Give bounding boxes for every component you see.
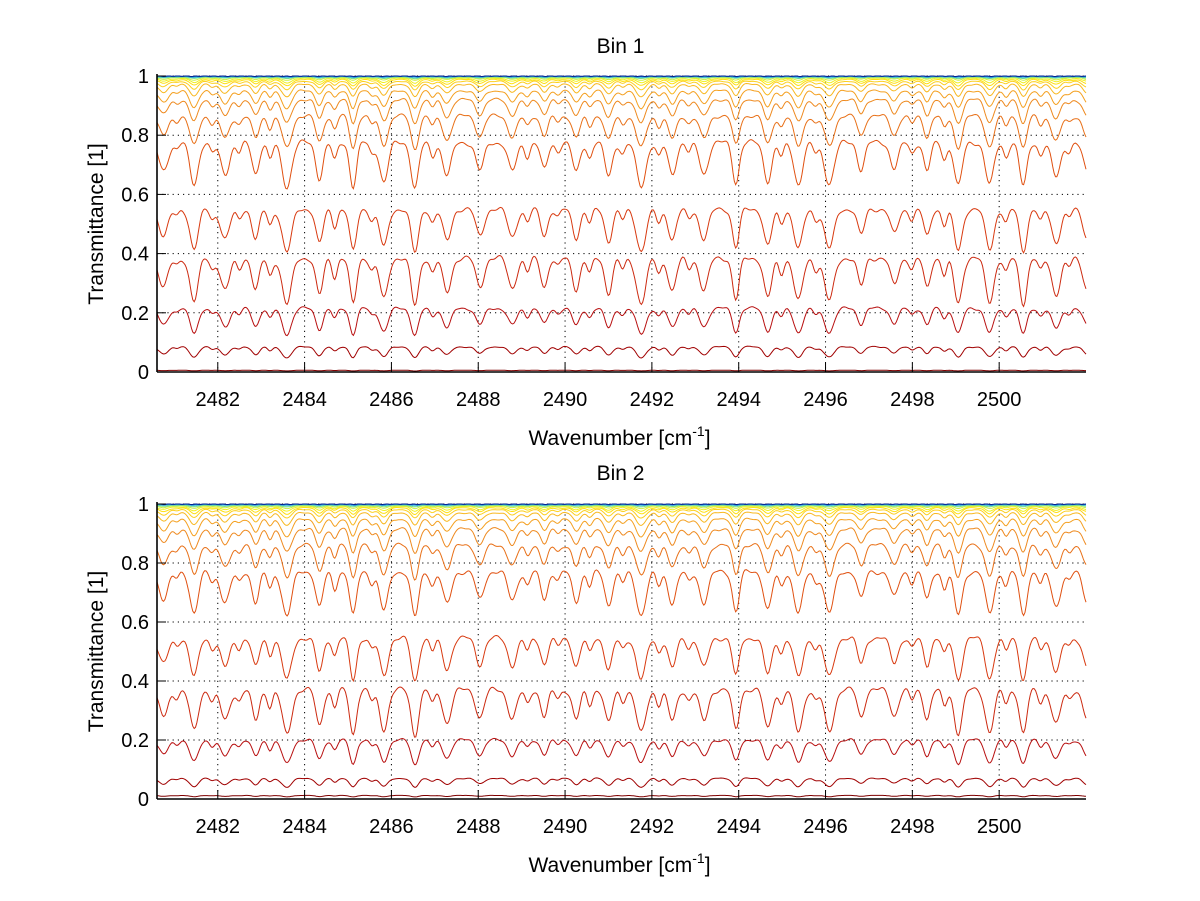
chart-title: Bin 2	[597, 462, 645, 485]
x-axis-label-end: ]	[705, 427, 711, 450]
series-level-18	[156, 75, 1087, 78]
x-axis-label-main: Wavenumber [cm	[528, 854, 692, 877]
x-axis-label-end: ]	[705, 854, 711, 877]
x-tick-label: 2490	[543, 389, 588, 411]
x-tick-label: 2484	[282, 389, 327, 411]
x-tick-label: 2492	[630, 389, 675, 411]
x-tick-label: 2490	[543, 816, 588, 838]
series-level-2	[156, 777, 1087, 788]
series-level-8	[156, 97, 1087, 125]
y-tick-label: 0.4	[121, 671, 149, 693]
x-tick-label: 2488	[456, 816, 501, 838]
y-tick-label: 0.2	[121, 303, 149, 325]
x-tick-label: 2498	[890, 389, 935, 411]
x-tick-label: 2496	[803, 816, 848, 838]
y-tick-label: 0	[138, 789, 149, 811]
y-tick-label: 0.8	[121, 125, 149, 147]
series-level-10	[156, 82, 1087, 98]
x-axis-label-superscript: -1	[692, 423, 705, 439]
y-tick-label: 0.8	[121, 553, 149, 575]
y-tick-label: 1	[138, 66, 149, 88]
x-tick-label: 2486	[369, 816, 414, 838]
y-tick-label: 0	[138, 362, 149, 384]
x-tick-label: 2500	[977, 816, 1022, 838]
series-level-3	[156, 737, 1087, 766]
series-level-9	[156, 89, 1087, 110]
y-tick-label: 1	[138, 494, 149, 516]
x-axis-label: Wavenumber [cm-1]	[528, 850, 710, 877]
series-level-7	[156, 542, 1087, 581]
series-level-7	[156, 113, 1087, 151]
x-tick-label: 2486	[369, 389, 414, 411]
x-axis-label: Wavenumber [cm-1]	[528, 423, 710, 450]
series-level-12	[156, 78, 1087, 87]
series-level-4	[156, 254, 1087, 308]
x-tick-label: 2498	[890, 816, 935, 838]
subplot-2: 0 0.2 0.4 0.6 0.8 1 2482 2484 2486 2488 2490 2492 24…	[85, 462, 1087, 877]
series-level-2	[156, 345, 1087, 359]
series-level-14	[156, 76, 1087, 81]
series-level-6	[156, 569, 1087, 617]
x-axis-label-superscript: -1	[692, 850, 705, 866]
y-tick-label: 0.6	[121, 184, 149, 206]
series-level-18	[156, 503, 1087, 506]
series-level-14	[156, 505, 1087, 510]
series-level-5	[156, 206, 1087, 255]
x-tick-label: 2492	[630, 816, 675, 838]
x-tick-label: 2482	[196, 816, 241, 838]
series-level-13	[156, 505, 1087, 512]
x-tick-label: 2482	[196, 389, 241, 411]
series-level-6	[156, 139, 1087, 190]
chart-title: Bin 1	[597, 35, 645, 58]
series-level-10	[156, 511, 1087, 526]
y-axis-label: Transmittance [1]	[85, 143, 108, 304]
series-level-11	[156, 80, 1087, 91]
x-tick-label: 2488	[456, 389, 501, 411]
x-tick-label: 2494	[716, 816, 761, 838]
y-tick-label: 0.2	[121, 730, 149, 752]
x-tick-label: 2500	[977, 389, 1022, 411]
series-level-4	[156, 686, 1087, 738]
y-axis-label: Transmittance [1]	[85, 571, 108, 732]
series-level-5	[156, 634, 1087, 683]
series-level-1	[156, 794, 1087, 798]
x-tick-label: 2484	[282, 816, 327, 838]
series-level-8	[156, 527, 1087, 554]
series-level-12	[156, 506, 1087, 516]
x-tick-label: 2496	[803, 389, 848, 411]
series-level-1	[156, 369, 1086, 372]
subplot-1: 0 0.2 0.4 0.6 0.8 1 2482 2484 2486 2488 2490 2492 24…	[85, 35, 1087, 450]
x-axis-label-main: Wavenumber [cm	[528, 427, 692, 450]
series-level-3	[156, 306, 1087, 337]
series-level-11	[156, 508, 1087, 519]
series-level-15	[156, 504, 1087, 508]
series-level-13	[156, 77, 1087, 84]
y-tick-label: 0.6	[121, 612, 149, 634]
series-level-9	[156, 517, 1087, 538]
y-tick-label: 0.4	[121, 244, 149, 266]
x-tick-label: 2494	[716, 389, 761, 411]
